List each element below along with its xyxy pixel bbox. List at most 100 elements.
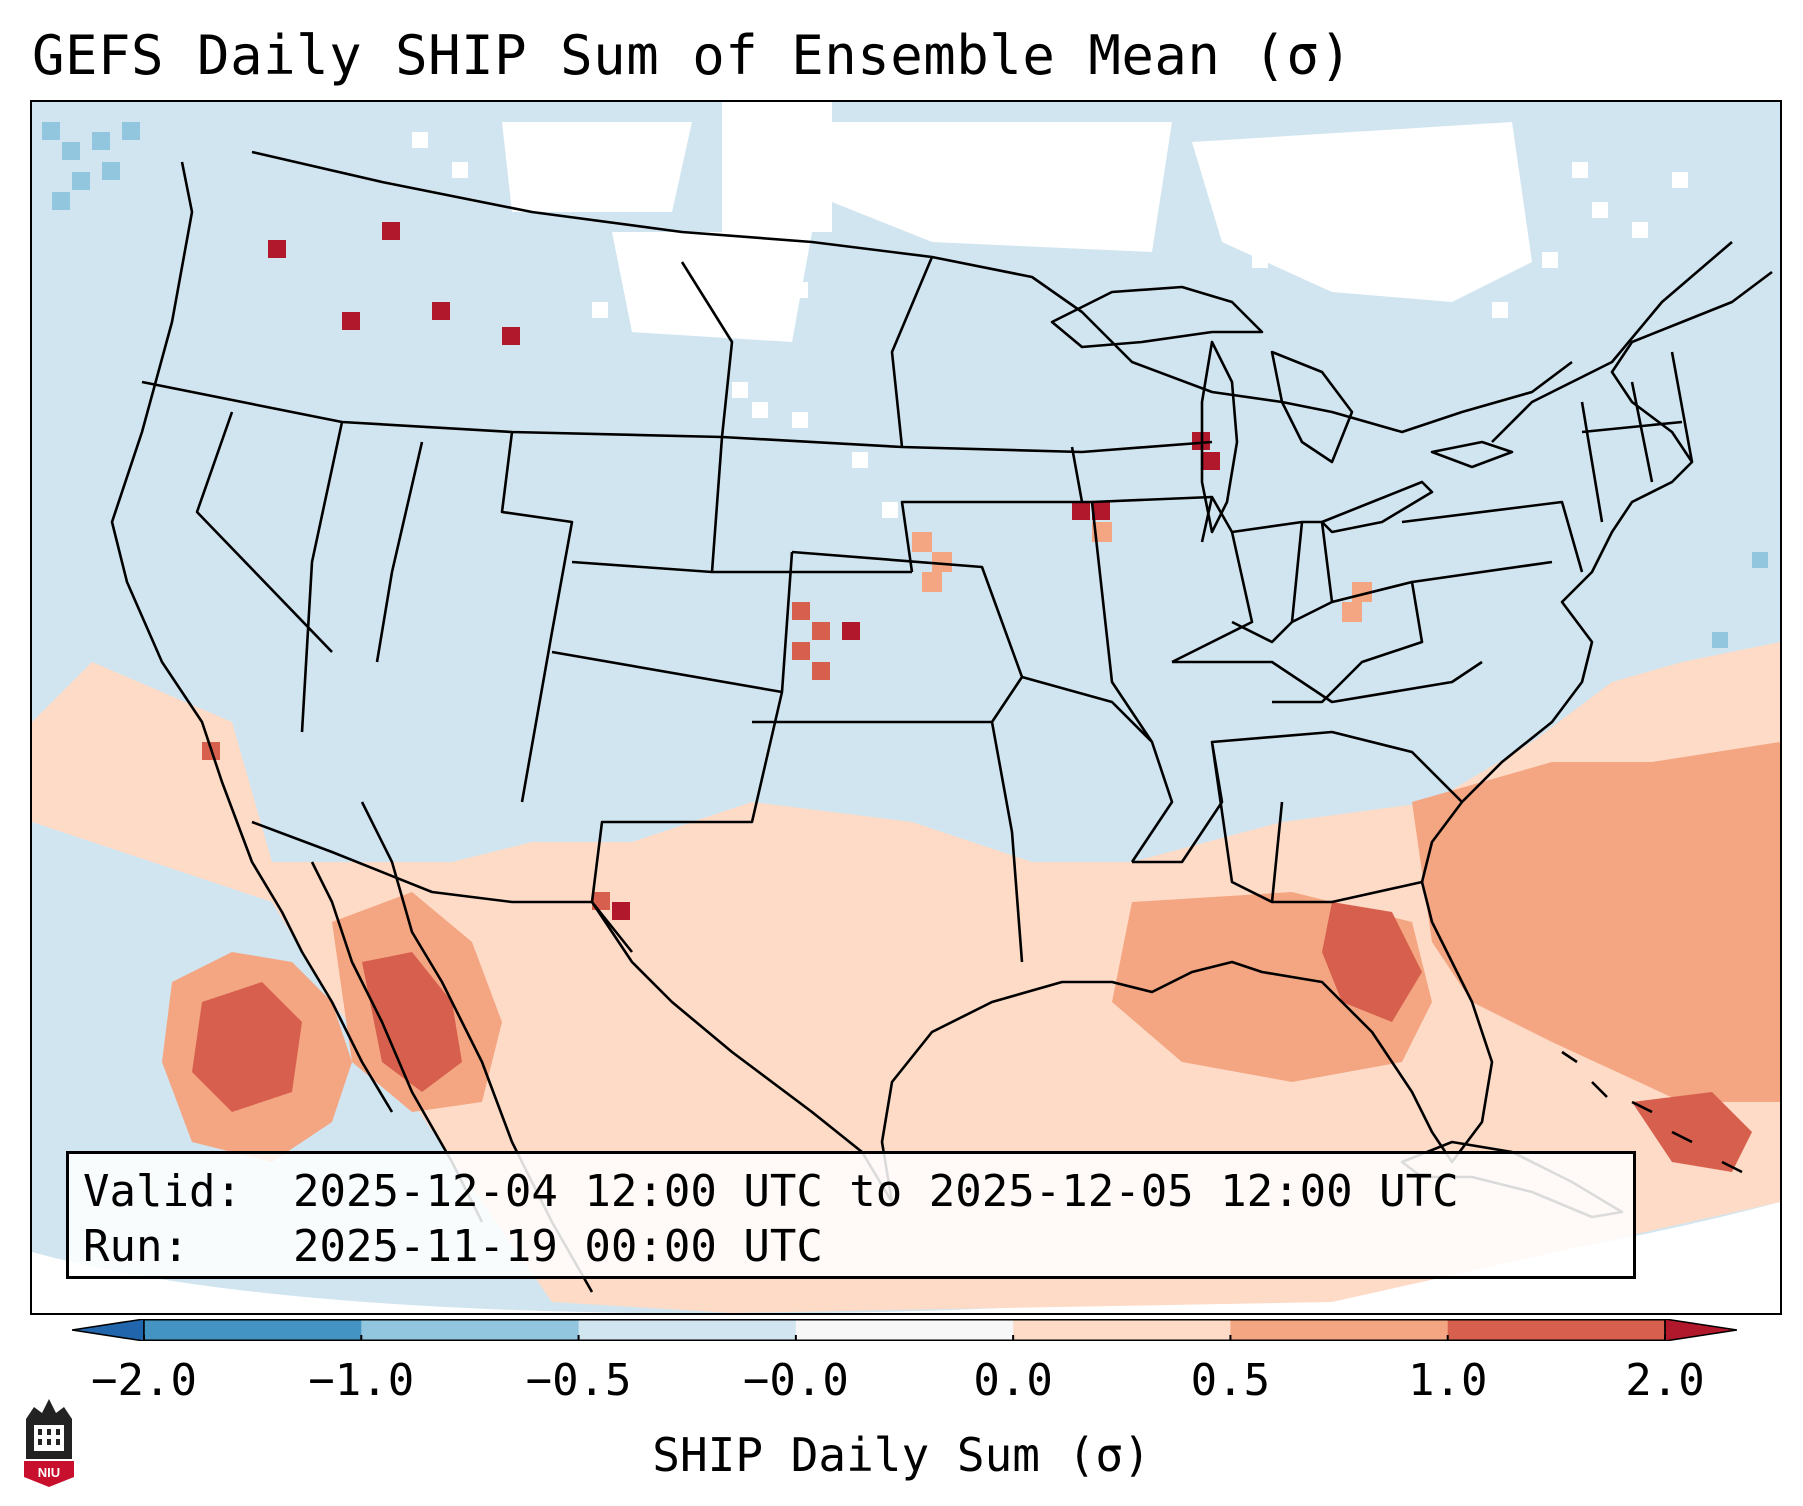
logo-text: NIU (38, 1465, 60, 1480)
positive-anomaly-region-moderate (1412, 742, 1780, 1102)
negative-anomaly-cell (72, 172, 90, 190)
extreme-anomaly-cell (382, 222, 400, 240)
neutral-cell (1592, 202, 1608, 218)
extreme-anomaly-cell (432, 302, 450, 320)
colorbar-tick-label: 2.0 (1625, 1355, 1705, 1406)
neutral-region (502, 122, 692, 212)
neutral-region (832, 122, 1172, 252)
positive-anomaly-cell (792, 602, 810, 620)
extreme-anomaly-cell (612, 902, 630, 920)
neutral-cell (792, 412, 808, 428)
mexico-border (251, 820, 634, 953)
colorbar-tick-label: −1.0 (308, 1355, 415, 1406)
neutral-cell (632, 262, 648, 278)
positive-anomaly-region-strong (362, 952, 462, 1092)
run-label: Run: (83, 1221, 189, 1272)
neutral-cell (412, 132, 428, 148)
negative-anomaly-cell (1712, 632, 1728, 648)
neutral-cell (792, 282, 808, 298)
negative-anomaly-cell (42, 122, 60, 140)
positive-anomaly-region-strong (192, 982, 302, 1112)
neutral-layer (412, 102, 1688, 518)
colorbar-outline (143, 1319, 1666, 1341)
extreme-anomaly-cell (1072, 502, 1090, 520)
extreme-anomaly-cell (342, 312, 360, 330)
colorbar-tick-label: 0.0 (973, 1355, 1053, 1406)
colorbar-tick-label: −0.5 (525, 1355, 632, 1406)
negative-anomaly-cell (122, 122, 140, 140)
neutral-cell (882, 502, 898, 518)
map-panel[interactable] (30, 100, 1782, 1315)
positive-anomaly-cell (792, 642, 810, 660)
colorbar-extend-high (1664, 1319, 1737, 1341)
positive-anomaly-cell (812, 662, 830, 680)
neutral-cell (1032, 202, 1048, 218)
chart-title: GEFS Daily SHIP Sum of Ensemble Mean (σ) (32, 24, 1353, 87)
lake-michigan (1200, 340, 1239, 534)
valid-run-info-box: Valid: 2025-12-04 12:00 UTC to 2025-12-05… (66, 1151, 1636, 1279)
run-line: Run: 2025-11-19 00:00 UTC (83, 1219, 1619, 1274)
st-lawrence (1491, 241, 1733, 443)
lake-huron (1270, 350, 1354, 464)
neutral-cell (452, 162, 468, 178)
run-value: 2025-11-19 00:00 UTC (293, 1221, 823, 1272)
east-coast (1420, 270, 1773, 883)
colorbar-tick-label: −2.0 (91, 1355, 197, 1406)
positive-anomaly-cell (592, 892, 610, 910)
positive-anomaly-region-weak (32, 642, 1780, 1313)
colorbar-bin (578, 1319, 797, 1341)
colorbar-tick-label: −0.0 (742, 1355, 849, 1406)
map-canvas (32, 102, 1780, 1313)
valid-value: 2025-12-04 12:00 UTC to 2025-12-05 12:00… (293, 1166, 1459, 1217)
extreme-anomaly-cell (1202, 452, 1220, 470)
neutral-cell (1542, 252, 1558, 268)
neutral-cell (752, 402, 768, 418)
bahamas (1561, 1050, 1743, 1174)
valid-label: Valid: (83, 1166, 242, 1217)
colorbar-bin (795, 1319, 1014, 1341)
positive-anomaly-cell (932, 552, 952, 572)
valid-line: Valid: 2025-12-04 12:00 UTC to 2025-12-05… (83, 1164, 1619, 1219)
neutral-cell (1072, 222, 1088, 238)
neutral-region (722, 102, 832, 232)
negative-anomaly-layer (42, 122, 1768, 648)
positive-anomaly-cell (912, 532, 932, 552)
lake-erie (1320, 480, 1434, 534)
colorbar-tick-label: 0.5 (1190, 1355, 1271, 1406)
colorbar-tick-labels: −2.0 −1.0 −0.5 −0.0 0.0 0.5 1.0 2.0 (0, 1355, 1803, 1415)
positive-anomaly-region-strong (1632, 1092, 1752, 1172)
niu-logo-icon: NIU (24, 1399, 74, 1487)
positive-anomaly-layer (32, 222, 1780, 1313)
colorbar-tick-label: 1.0 (1407, 1355, 1488, 1406)
negative-anomaly-cell (92, 132, 110, 150)
neutral-region (1192, 122, 1532, 302)
extreme-anomaly-cell (268, 240, 286, 258)
neutral-cell (1492, 302, 1508, 318)
neutral-cell (1572, 162, 1588, 178)
neutral-cell (1282, 222, 1298, 238)
negative-anomaly-cell (62, 142, 80, 160)
neutral-region (612, 232, 812, 342)
positive-anomaly-region-strong (1322, 902, 1422, 1022)
extreme-anomaly-cell (1092, 502, 1110, 520)
negative-anomaly-cell (52, 192, 70, 210)
lake-ontario (1430, 440, 1514, 469)
colorbar-bin (1013, 1319, 1231, 1341)
neutral-cell (592, 302, 608, 318)
neutral-cell (772, 262, 788, 278)
negative-anomaly-cell (102, 162, 120, 180)
colorbar-label: SHIP Daily Sum (σ) (652, 1428, 1151, 1482)
lake-superior (1050, 285, 1264, 349)
positive-anomaly-cell (1342, 602, 1362, 622)
west-coast (110, 161, 394, 1113)
canada-border (251, 150, 1573, 434)
neutral-cell (852, 452, 868, 468)
colorbar-bin (144, 1319, 362, 1341)
neutral-cell (1252, 252, 1268, 268)
positive-anomaly-cell (922, 572, 942, 592)
colorbar-extend-low (72, 1319, 145, 1341)
state-lines (141, 256, 1694, 963)
colorbar-bin (1230, 1319, 1449, 1341)
negative-anomaly-cell (1752, 552, 1768, 568)
colorbar-bin (1447, 1319, 1666, 1341)
